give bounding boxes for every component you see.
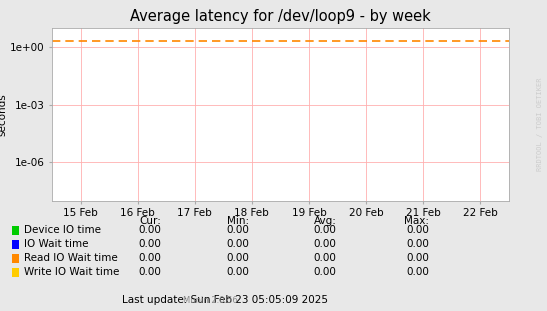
Text: Munin 2.0.56: Munin 2.0.56 (183, 296, 238, 305)
Text: Write IO Wait time: Write IO Wait time (24, 267, 119, 277)
Text: Max:: Max: (404, 216, 429, 226)
Text: 0.00: 0.00 (406, 253, 429, 263)
Text: 0.00: 0.00 (138, 225, 161, 235)
Text: 0.00: 0.00 (226, 225, 249, 235)
Text: Read IO Wait time: Read IO Wait time (24, 253, 117, 263)
Text: Last update: Sun Feb 23 05:05:09 2025: Last update: Sun Feb 23 05:05:09 2025 (122, 295, 328, 305)
Text: 0.00: 0.00 (138, 253, 161, 263)
Text: 0.00: 0.00 (226, 239, 249, 249)
Text: Min:: Min: (227, 216, 249, 226)
Text: IO Wait time: IO Wait time (24, 239, 88, 249)
Text: 0.00: 0.00 (406, 225, 429, 235)
Text: RRDTOOL / TOBI OETIKER: RRDTOOL / TOBI OETIKER (537, 78, 543, 171)
Text: 0.00: 0.00 (313, 253, 336, 263)
Text: 0.00: 0.00 (313, 267, 336, 277)
Text: 0.00: 0.00 (138, 239, 161, 249)
Text: 0.00: 0.00 (226, 253, 249, 263)
Text: 0.00: 0.00 (406, 267, 429, 277)
Title: Average latency for /dev/loop9 - by week: Average latency for /dev/loop9 - by week (130, 9, 430, 24)
Text: Avg:: Avg: (313, 216, 336, 226)
Text: Cur:: Cur: (139, 216, 161, 226)
Y-axis label: seconds: seconds (0, 93, 7, 136)
Text: 0.00: 0.00 (406, 239, 429, 249)
Text: 0.00: 0.00 (313, 239, 336, 249)
Text: Device IO time: Device IO time (24, 225, 101, 235)
Text: 0.00: 0.00 (138, 267, 161, 277)
Text: 0.00: 0.00 (226, 267, 249, 277)
Text: 0.00: 0.00 (313, 225, 336, 235)
